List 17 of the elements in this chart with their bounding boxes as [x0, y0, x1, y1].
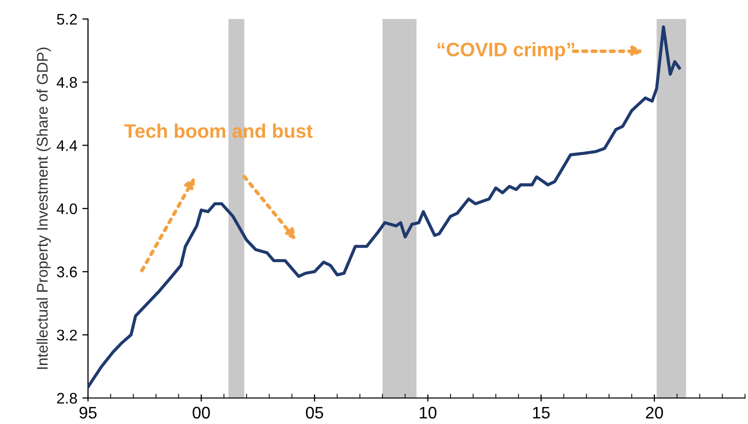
x-tick-label: 10	[420, 406, 436, 419]
y-tick-label: 3.2	[56, 330, 77, 341]
x-tick-label: 20	[646, 406, 663, 419]
y-axis-title: Intellectual Property Investment (Share of GDP)	[36, 48, 51, 369]
y-tick-label: 4.0	[56, 203, 77, 214]
annotation: Tech boom and bust	[124, 124, 313, 138]
x-tick-label: 15	[533, 406, 550, 419]
y-tick-label: 2.8	[57, 392, 77, 404]
x-tick-label: 05	[306, 406, 324, 419]
y-tick-label: 5.2	[56, 14, 77, 25]
y-tick-label: 4.8	[56, 77, 77, 88]
line-series	[88, 25, 681, 388]
y-tick-label: 4.4	[56, 140, 78, 151]
x-tick-label: 95	[80, 406, 97, 419]
y-tick-label: 3.6	[56, 266, 77, 278]
annotation: “COVID crimp”	[438, 42, 574, 60]
x-tick-label: 00	[192, 406, 210, 419]
